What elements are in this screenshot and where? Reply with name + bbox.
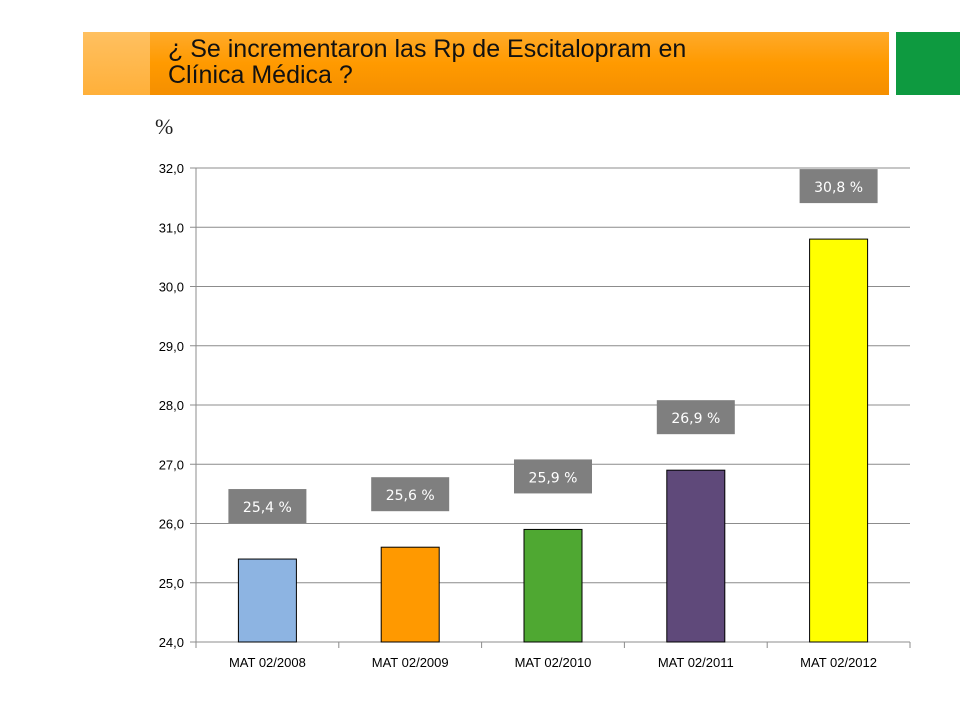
y-tick-label: 27,0 <box>159 457 184 472</box>
data-label: 25,6 % <box>386 488 435 504</box>
slide-title: ¿ Se incrementaron las Rp de Escitalopra… <box>168 36 868 88</box>
x-tick-label: MAT 02/2011 <box>658 655 734 670</box>
y-axis-unit-label: % <box>155 114 174 139</box>
green-corner-block <box>896 32 960 95</box>
x-tick-label: MAT 02/2009 <box>372 655 449 670</box>
bar-4 <box>666 469 726 643</box>
y-tick-label: 24,0 <box>159 635 184 650</box>
bar-3 <box>523 528 583 643</box>
data-label: 30,8 % <box>814 180 863 196</box>
title-bar-accent <box>83 32 150 95</box>
y-tick-label: 25,0 <box>159 576 184 591</box>
x-tick-label: MAT 02/2008 <box>229 655 306 670</box>
y-tick-label: 26,0 <box>159 517 184 532</box>
data-label-box <box>228 489 307 524</box>
bar-2 <box>380 546 440 643</box>
data-label: 26,9 % <box>671 411 720 427</box>
y-tick-label: 30,0 <box>159 280 184 295</box>
title-bar: ¿ Se incrementaron las Rp de Escitalopra… <box>83 32 889 95</box>
slide-title-line-2: Clínica Médica ? <box>168 61 353 89</box>
data-label: 25,4 % <box>243 500 292 516</box>
y-tick-label: 29,0 <box>159 339 184 354</box>
data-label: 25,9 % <box>529 470 578 486</box>
data-label-box <box>371 477 450 512</box>
x-tick-label: MAT 02/2010 <box>515 655 592 670</box>
data-label-box <box>799 169 878 204</box>
data-label-box <box>514 459 592 494</box>
slide-title-line-1: ¿ Se incrementaron las Rp de Escitalopra… <box>168 35 687 63</box>
bar-5 <box>809 238 869 643</box>
y-tick-label: 31,0 <box>159 220 184 235</box>
x-tick-label: MAT 02/2012 <box>800 655 877 670</box>
data-label-box <box>656 400 735 435</box>
bar-1 <box>237 558 297 643</box>
y-tick-label: 32,0 <box>159 161 184 176</box>
y-tick-label: 28,0 <box>159 398 184 413</box>
